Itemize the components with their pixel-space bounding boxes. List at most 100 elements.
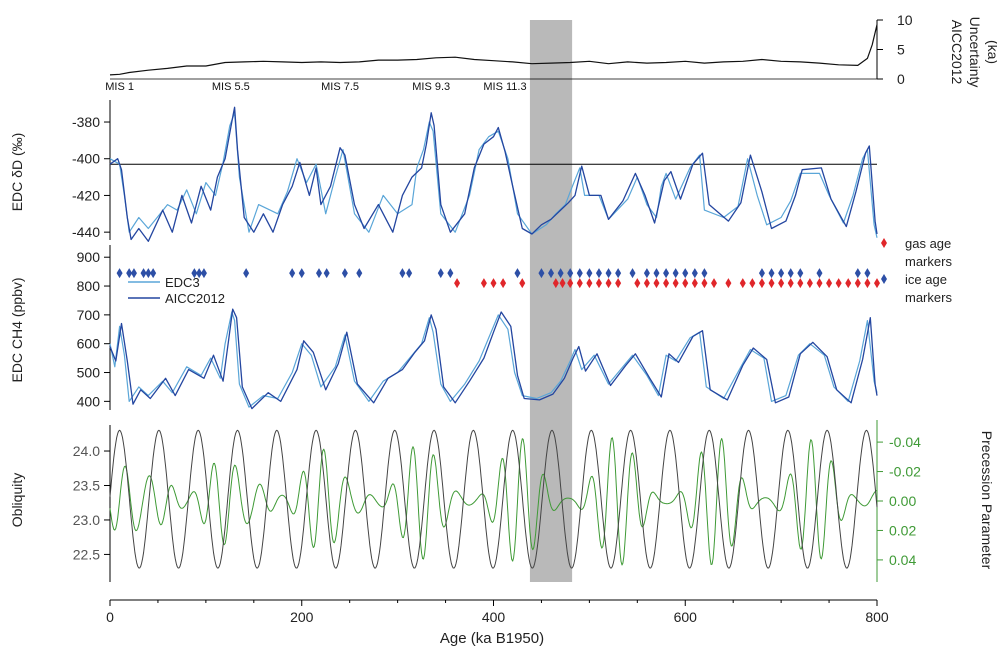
age-marker-point bbox=[672, 278, 679, 289]
methane-tick-label: 400 bbox=[77, 393, 101, 409]
age-marker-point bbox=[316, 268, 323, 279]
obliquity-axis-title: Obliquity bbox=[9, 473, 25, 527]
age-marker-point bbox=[289, 268, 296, 279]
x-axis-tick-label: 200 bbox=[290, 609, 314, 625]
methane-edc3-line bbox=[109, 311, 878, 408]
age-marker-point bbox=[787, 278, 794, 289]
age-marker-point bbox=[778, 278, 785, 289]
age-marker-point bbox=[519, 278, 526, 289]
uncertainty-axis-title: (ka) bbox=[985, 40, 997, 64]
age-markers-panel: gas age markers ice age markers bbox=[116, 236, 952, 305]
precession-tick-label: 0.04 bbox=[889, 552, 916, 568]
age-marker-point bbox=[725, 278, 732, 289]
age-marker-point bbox=[567, 278, 574, 289]
age-marker-point bbox=[447, 268, 454, 279]
age-marker-point bbox=[701, 278, 708, 289]
age-marker-point bbox=[341, 268, 348, 279]
methane-panel: 900 800 700 600 500 400 EDC CH4 (ppbv) EDC3AICC… bbox=[9, 245, 878, 410]
x-axis-tick-label: 800 bbox=[865, 609, 889, 625]
age-marker-point bbox=[480, 278, 487, 289]
deuterium-tick-label: -420 bbox=[72, 187, 100, 203]
age-marker-point bbox=[454, 278, 461, 289]
age-marker-point bbox=[200, 268, 207, 279]
age-marker-point bbox=[437, 268, 444, 279]
methane-axis-title: EDC CH4 (ppbv) bbox=[9, 277, 25, 382]
marker-legend-label: markers bbox=[905, 290, 952, 305]
age-marker-point bbox=[787, 268, 794, 279]
precession-tick-label: 0.00 bbox=[889, 493, 916, 509]
shaded-interval-layer bbox=[529, 20, 573, 582]
x-axis-label: Age (ka B1950) bbox=[440, 630, 544, 647]
obliquity-tick-label: 23.0 bbox=[73, 512, 100, 528]
mis-label: MIS 11.3 bbox=[483, 81, 526, 93]
legend-label: AICC2012 bbox=[165, 291, 225, 306]
age-marker-point bbox=[874, 278, 880, 289]
precession-tick-label: -0.04 bbox=[889, 434, 921, 450]
marker-legend-swatch bbox=[881, 238, 887, 248]
age-marker-point bbox=[758, 278, 765, 289]
age-marker-point bbox=[126, 268, 133, 279]
age-marker-point bbox=[196, 268, 203, 279]
mis-label: MIS 1 bbox=[105, 81, 134, 93]
age-marker-point bbox=[548, 268, 555, 279]
age-marker-point bbox=[490, 278, 497, 289]
age-marker-point bbox=[663, 278, 670, 289]
age-marker-point bbox=[634, 278, 641, 289]
obliquity-tick-label: 22.5 bbox=[73, 546, 100, 562]
age-marker-point bbox=[323, 268, 330, 279]
age-marker-point bbox=[629, 268, 636, 279]
age-marker-point bbox=[399, 268, 406, 279]
mis-label: MIS 9.3 bbox=[412, 81, 450, 93]
age-marker-point bbox=[586, 278, 593, 289]
age-marker-point bbox=[758, 268, 765, 279]
x-axis: 0 200 400 600 800 bbox=[106, 599, 889, 625]
age-marker-point bbox=[691, 268, 698, 279]
age-marker-point bbox=[595, 278, 602, 289]
methane-tick-label: 700 bbox=[77, 307, 101, 323]
age-marker-point bbox=[663, 268, 670, 279]
precession-line bbox=[109, 437, 878, 566]
uncertainty-tick-label: 5 bbox=[897, 42, 905, 58]
deuterium-tick-label: -440 bbox=[72, 224, 100, 240]
age-marker-point bbox=[778, 268, 785, 279]
obliquity-line bbox=[109, 429, 878, 569]
deuterium-panel: -380 -400 -420 -440 EDC δD (‰) MIS 1 MIS 5.5 MI… bbox=[9, 81, 878, 242]
age-marker-point bbox=[682, 278, 689, 289]
age-marker-point bbox=[816, 278, 823, 289]
uncertainty-axis-title: Uncertainty bbox=[967, 17, 983, 88]
x-axis-tick-label: 600 bbox=[674, 609, 698, 625]
age-marker-point bbox=[768, 278, 775, 289]
methane-tick-label: 500 bbox=[77, 365, 101, 381]
age-marker-point bbox=[797, 268, 804, 279]
precession-tick-label: 0.02 bbox=[889, 522, 916, 538]
age-marker-point bbox=[806, 278, 813, 289]
precession-axis-title: Precession Parameter bbox=[979, 431, 995, 570]
age-marker-point bbox=[854, 268, 861, 279]
x-axis-tick-label: 400 bbox=[482, 609, 506, 625]
legend-label: EDC3 bbox=[165, 275, 200, 290]
x-axis-tick-label: 0 bbox=[106, 609, 114, 625]
age-marker-point bbox=[845, 278, 852, 289]
deuterium-aicc2012-line bbox=[109, 106, 878, 242]
age-marker-point bbox=[864, 268, 871, 279]
deuterium-tick-label: -380 bbox=[72, 114, 100, 130]
age-marker-point bbox=[514, 268, 521, 279]
marker-legend-swatch bbox=[881, 274, 887, 284]
age-marker-point bbox=[595, 268, 602, 279]
uncertainty-tick-label: 10 bbox=[897, 12, 913, 28]
obliquity-tick-label: 24.0 bbox=[73, 443, 100, 459]
age-marker-point bbox=[605, 268, 612, 279]
age-marker-point bbox=[243, 268, 250, 279]
age-marker-point bbox=[768, 268, 775, 279]
age-marker-point bbox=[150, 268, 157, 279]
age-marker-point bbox=[557, 268, 564, 279]
age-marker-point bbox=[711, 278, 718, 289]
age-marker-point bbox=[615, 278, 622, 289]
methane-tick-label: 600 bbox=[77, 336, 101, 352]
shaded-interval bbox=[529, 20, 573, 582]
uncertainty-line bbox=[109, 24, 878, 76]
uncertainty-axis-title: AICC2012 bbox=[949, 20, 965, 85]
uncertainty-tick-label: 0 bbox=[897, 71, 905, 87]
age-marker-point bbox=[356, 268, 363, 279]
age-marker-point bbox=[643, 278, 650, 289]
